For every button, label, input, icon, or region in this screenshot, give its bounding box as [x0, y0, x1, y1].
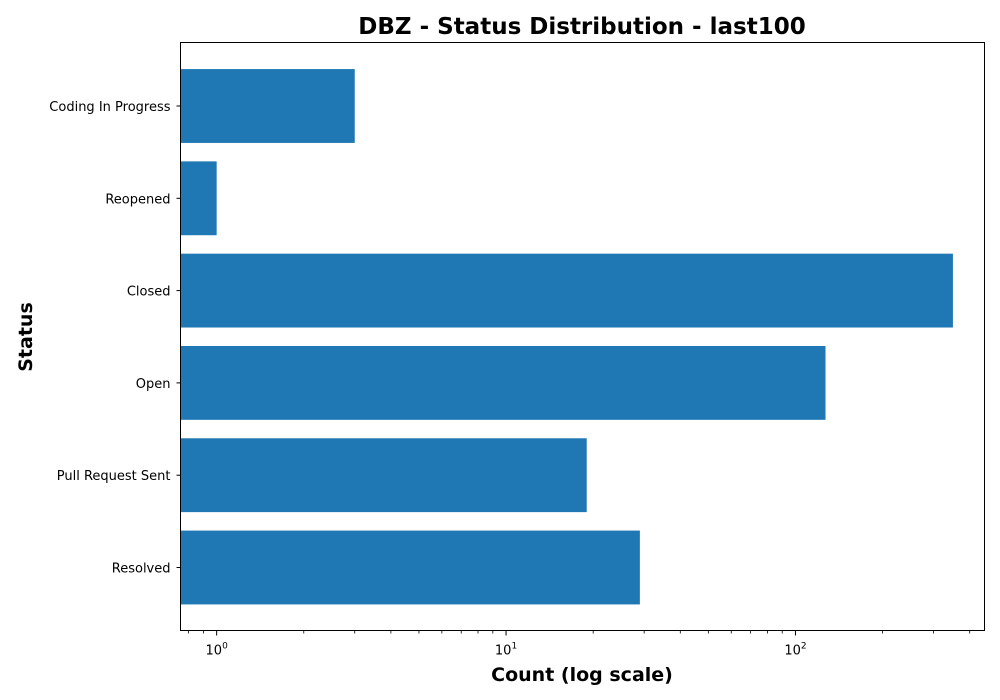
- bars-group: [180, 69, 953, 605]
- y-axis-label: Status: [15, 302, 37, 372]
- bar-resolved: [180, 530, 640, 605]
- y-tick-label: Coding In Progress: [49, 100, 170, 115]
- y-axis: Coding In Progress Reopened Closed Open Pull…: [49, 100, 181, 577]
- y-tick-label: Open: [136, 377, 171, 392]
- bar-reopened: [180, 161, 217, 236]
- x-tick-label: 102: [784, 642, 806, 659]
- y-tick-label: Reopened: [105, 192, 170, 207]
- bar-open: [180, 345, 826, 420]
- y-tick-label: Pull Request Sent: [57, 469, 171, 484]
- bar-coding-in-progress: [180, 69, 355, 143]
- x-axis: 100 101 102: [188, 630, 971, 659]
- chart-title: DBZ - Status Distribution - last100: [358, 14, 805, 40]
- x-tick-label: 100: [206, 642, 229, 659]
- bar-pull-request-sent: [180, 438, 587, 513]
- y-tick-label: Closed: [127, 285, 171, 300]
- bar-closed: [180, 253, 953, 328]
- x-axis-label: Count (log scale): [491, 664, 673, 686]
- y-tick-label: Resolved: [112, 562, 171, 577]
- plot-frame: [180, 42, 985, 631]
- x-tick-label: 101: [495, 642, 517, 659]
